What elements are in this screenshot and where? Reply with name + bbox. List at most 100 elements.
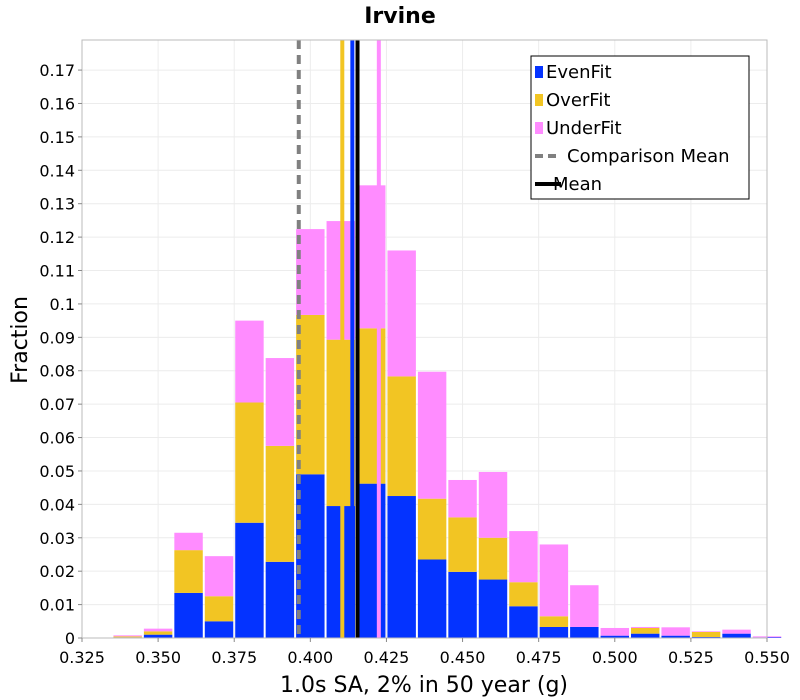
legend-label: EvenFit: [546, 62, 612, 83]
bar-underfit: [417, 371, 447, 499]
bar-underfit: [387, 250, 416, 377]
bar-underfit: [691, 631, 721, 632]
bar-underfit: [113, 635, 142, 637]
bar-overfit: [113, 636, 142, 638]
bar-overfit: [691, 631, 721, 637]
bar-evenfit: [478, 579, 508, 638]
bar-underfit: [722, 629, 751, 634]
bar-underfit: [174, 532, 203, 551]
bar-evenfit: [387, 496, 416, 638]
x-tick-label: 0.400: [287, 648, 333, 667]
bar-underfit: [143, 628, 173, 632]
bar-overfit: [265, 445, 295, 562]
x-tick-label: 0.425: [364, 648, 410, 667]
legend-label: UnderFit: [546, 118, 622, 139]
bar-evenfit: [509, 606, 538, 638]
bar-overfit: [204, 596, 234, 622]
x-axis-ticks: 0.325 0.350 0.375 0.400 0.425 0.450 0.475 0.500…: [59, 638, 790, 667]
x-tick-label: 0.350: [135, 648, 181, 667]
x-tick-label: 0.475: [516, 648, 562, 667]
bar-underfit: [235, 320, 264, 403]
x-tick-label: 0.375: [211, 648, 257, 667]
bar-underfit: [661, 627, 690, 636]
bar-evenfit: [722, 633, 751, 638]
bar-evenfit: [296, 474, 325, 638]
y-tick-label: 0.05: [39, 462, 75, 481]
legend-label: Comparison Mean: [567, 146, 730, 167]
bar-evenfit: [691, 636, 721, 638]
bar-overfit: [417, 498, 447, 560]
plot-frame: [81, 39, 768, 639]
bar-underfit: [265, 358, 295, 446]
legend-box: [530, 55, 750, 200]
y-tick-label: 0.01: [39, 596, 75, 615]
x-tick-label: 0.500: [592, 648, 638, 667]
x-tick-label: 0.450: [440, 648, 486, 667]
bar-evenfit: [235, 522, 264, 638]
bar-evenfit: [448, 571, 477, 638]
bar-evenfit: [570, 626, 599, 638]
bar-overfit: [387, 376, 416, 497]
y-axis-ticks: 0 0.01 0.02 0.03 0.04 0.05 0.06 0.07 0.08 0.09 0.1…: [39, 61, 82, 648]
bar-overfit: [143, 631, 173, 635]
bar-evenfit: [631, 633, 660, 638]
mean-lines: [296, 40, 381, 638]
y-tick-label: 0.16: [39, 94, 75, 113]
legend-label: OverFit: [546, 90, 610, 111]
legend-swatch: [535, 122, 543, 134]
chart-title: Irvine: [364, 4, 436, 29]
bars: [113, 185, 782, 638]
bar-overfit: [357, 328, 386, 484]
bar-evenfit: [661, 635, 690, 638]
y-tick-label: 0: [65, 629, 75, 648]
bar-overfit: [539, 616, 569, 627]
bar-underfit: [509, 531, 538, 583]
bar-evenfit: [143, 634, 173, 638]
legend-swatch: [535, 66, 543, 78]
y-tick-label: 0.17: [39, 61, 75, 80]
y-tick-label: 0.07: [39, 395, 75, 414]
bar-overfit: [235, 402, 264, 523]
y-tick-label: 0.12: [39, 228, 75, 247]
bar-evenfit: [174, 592, 203, 638]
bar-evenfit: [539, 626, 569, 638]
bar-overfit: [509, 582, 538, 607]
y-tick-label: 0.06: [39, 429, 75, 448]
y-tick-label: 0.03: [39, 529, 75, 548]
bar-overfit: [174, 550, 203, 593]
bar-evenfit: [357, 483, 386, 638]
y-tick-label: 0.11: [39, 262, 75, 281]
y-axis-label: Fraction: [8, 296, 33, 384]
y-tick-label: 0.15: [39, 128, 75, 147]
y-tick-label: 0.08: [39, 362, 75, 381]
y-tick-label: 0.09: [39, 328, 75, 347]
x-axis-label: 1.0s SA, 2% in 50 year (g): [280, 673, 568, 698]
bar-underfit: [631, 626, 660, 628]
bar-overfit: [478, 537, 508, 580]
x-tick-label: 0.325: [59, 648, 105, 667]
bar-evenfit: [417, 559, 447, 638]
bar-overfit: [448, 517, 477, 572]
x-tick-label: 0.525: [668, 648, 714, 667]
y-tick-label: 0.04: [39, 495, 75, 514]
legend: EvenFit OverFit UnderFit Comparison Mean Mea…: [530, 55, 750, 200]
bar-overfit: [631, 627, 660, 634]
y-tick-label: 0.1: [50, 295, 75, 314]
bar-evenfit: [204, 621, 234, 638]
bar-underfit: [539, 544, 569, 617]
bar-underfit: [204, 556, 234, 597]
bar-underfit: [600, 627, 629, 636]
legend-swatch: [535, 94, 543, 106]
bar-evenfit: [265, 561, 295, 638]
y-tick-label: 0.02: [39, 562, 75, 581]
legend-label: Mean: [553, 174, 602, 195]
y-tick-label: 0.14: [39, 161, 75, 180]
bar-underfit: [448, 479, 477, 518]
bar-evenfit: [600, 635, 629, 638]
bar-underfit: [296, 229, 325, 315]
y-tick-label: 0.13: [39, 195, 75, 214]
grid-lines: [81, 40, 768, 639]
x-tick-label: 0.550: [744, 648, 790, 667]
bar-underfit: [357, 185, 386, 329]
